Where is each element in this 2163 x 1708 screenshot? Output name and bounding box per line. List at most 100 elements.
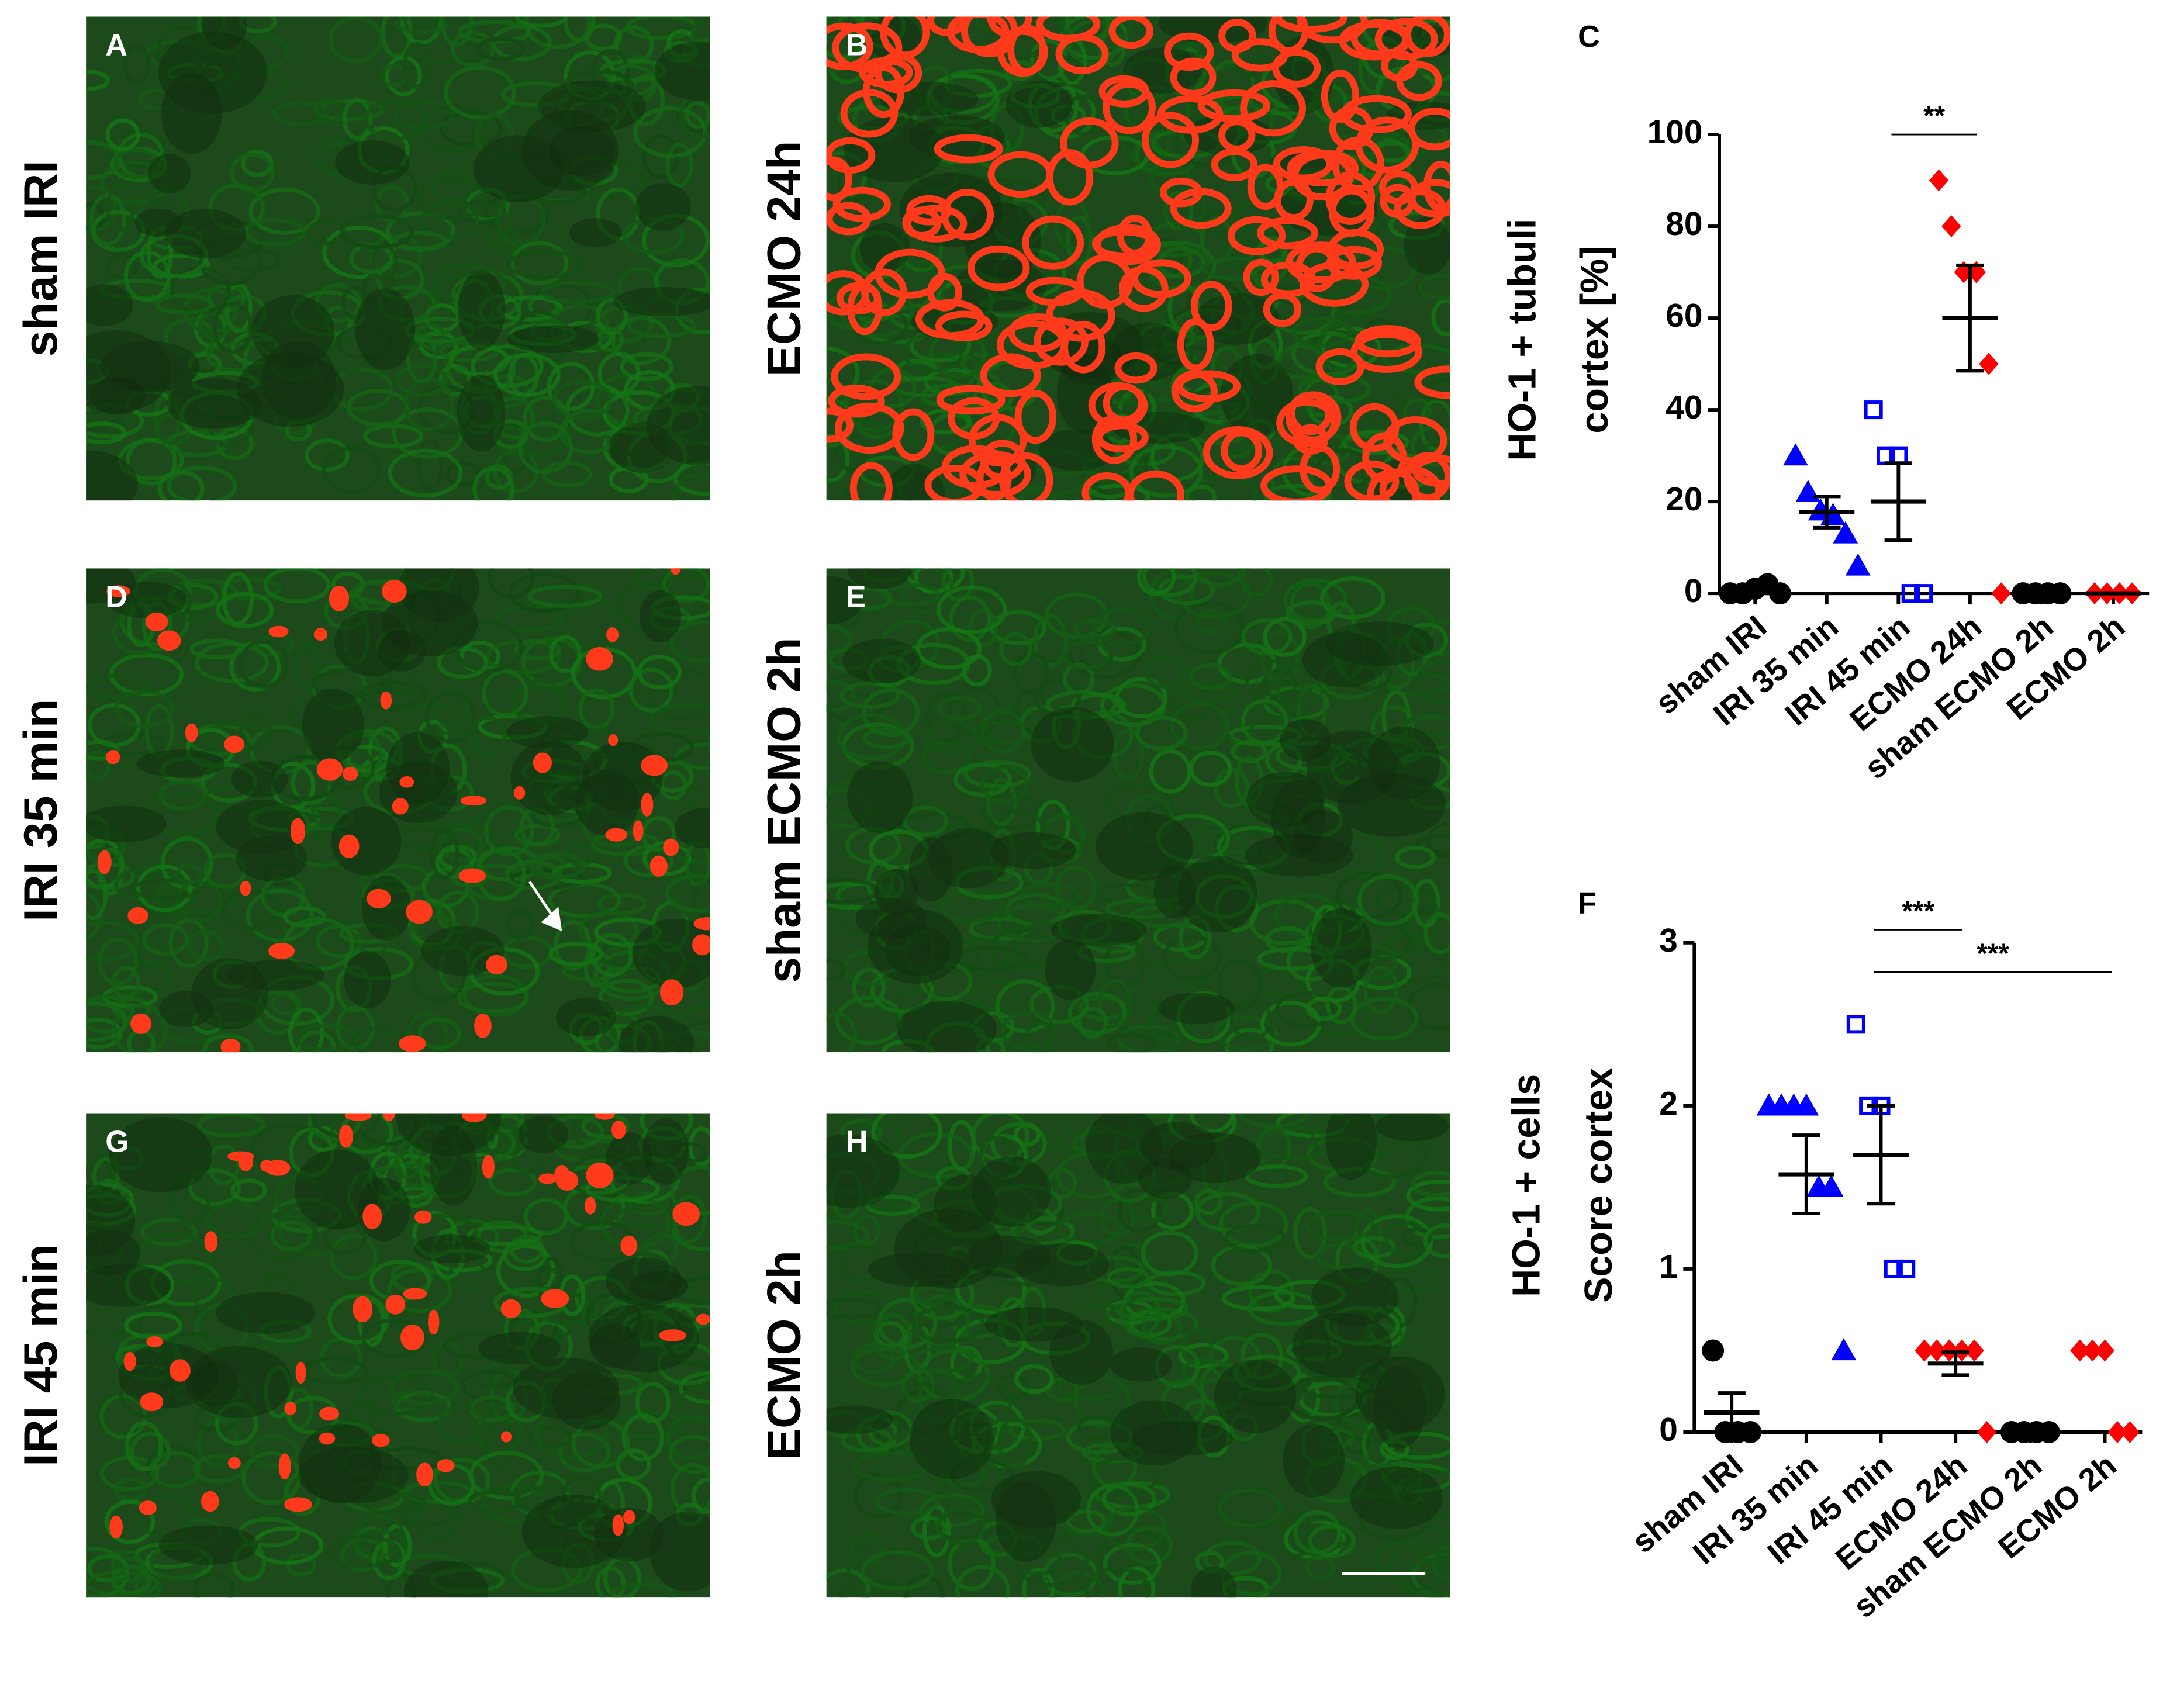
tubule [826, 624, 853, 655]
dark-area [86, 805, 167, 842]
point [1768, 582, 1791, 605]
red-signal [109, 1515, 123, 1538]
tubule [175, 880, 223, 922]
dark-area [537, 80, 647, 133]
tubule [110, 1565, 152, 1595]
point [1896, 1259, 1916, 1278]
dark-area [569, 218, 622, 248]
tubule [650, 703, 710, 735]
tubule [852, 1343, 896, 1374]
tubule [1423, 912, 1450, 955]
tubule [628, 667, 674, 713]
tubule [86, 140, 122, 180]
dark-area [989, 832, 1076, 869]
tubule [1291, 316, 1352, 348]
tubule [485, 639, 562, 675]
tubule [1195, 1191, 1261, 1232]
dark-area [1095, 812, 1194, 881]
tubule [272, 101, 330, 126]
tubule [1248, 1269, 1295, 1313]
red-signal [1321, 69, 1360, 123]
tubule [129, 878, 202, 900]
red-signal [268, 942, 295, 959]
tubule [305, 438, 350, 472]
point [2082, 1339, 2102, 1362]
red-signal [338, 834, 360, 858]
red-signal [663, 838, 679, 856]
dark-area [331, 807, 402, 876]
red-signal [1295, 245, 1339, 292]
tubule [665, 873, 710, 913]
y-axis-label: Score cortex [1577, 1068, 1620, 1303]
dark-area [510, 740, 589, 815]
tubule [342, 98, 372, 140]
dark-area [1132, 1420, 1233, 1456]
tubule [1245, 1164, 1308, 1188]
dark-area [1311, 908, 1372, 988]
dark-area [86, 1184, 136, 1257]
tubule [599, 979, 654, 1016]
tubule [1029, 39, 1068, 81]
y-tick-label: 80 [1666, 205, 1702, 243]
tubule [672, 472, 710, 501]
red-signal [1034, 317, 1089, 366]
red-signal [1327, 229, 1384, 270]
tubule [862, 727, 911, 749]
red-signal [623, 1510, 635, 1524]
red-signal [406, 900, 433, 924]
red-signal [513, 786, 526, 800]
dark-area [216, 800, 306, 854]
tubule [510, 241, 569, 285]
tubule [192, 1276, 234, 1315]
dark-area [1302, 632, 1388, 687]
tubule [635, 568, 673, 590]
red-signal [1339, 20, 1410, 61]
tubule [1218, 1488, 1283, 1528]
dark-area [1195, 293, 1280, 345]
tubule [456, 981, 529, 1014]
tubule [549, 635, 582, 673]
red-signal [1273, 146, 1333, 182]
red-signal [1275, 16, 1347, 33]
tubule [1276, 662, 1304, 712]
red-signal [1007, 24, 1046, 75]
tubule [438, 1404, 487, 1444]
dark-area [335, 140, 410, 185]
point [1884, 1259, 1903, 1278]
tubule [832, 1290, 897, 1326]
red-signal [97, 850, 112, 874]
tubule [666, 1415, 710, 1461]
panel-letter: D [105, 580, 127, 614]
tubule [1203, 1540, 1262, 1576]
dark-area [361, 876, 411, 941]
dark-area [1045, 938, 1096, 1001]
red-signal [1170, 57, 1217, 97]
tubule [527, 585, 603, 608]
red-signal [139, 1500, 157, 1515]
dark-area [618, 1016, 694, 1053]
red-signal [902, 206, 941, 239]
tubule [1106, 1032, 1156, 1053]
tubule [212, 301, 253, 354]
dark-area [457, 374, 506, 452]
error-bar [1718, 1391, 1746, 1434]
texture [86, 568, 710, 1053]
tubule [1241, 618, 1293, 656]
red-signal [1256, 217, 1319, 250]
red-signal [1055, 33, 1109, 74]
tubule [406, 333, 438, 383]
point [2120, 1421, 2140, 1443]
tubule [902, 805, 949, 837]
tubule [392, 231, 448, 252]
tubule [968, 608, 998, 648]
texture [826, 1113, 1450, 1598]
tubule [104, 1499, 156, 1544]
red-signal [1170, 188, 1232, 229]
tubule [157, 470, 205, 501]
tubule [1032, 614, 1069, 668]
dark-area [386, 732, 450, 805]
tubule [1098, 979, 1133, 1028]
texture [86, 1113, 710, 1598]
tubule [424, 691, 477, 744]
red-signal [606, 627, 619, 642]
